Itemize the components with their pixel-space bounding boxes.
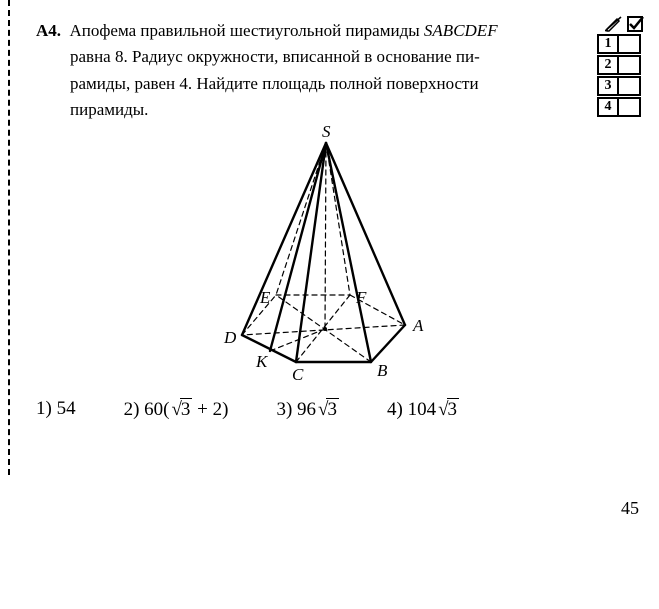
problem-text: A4. Апофема правильной шестиугольной пир… bbox=[36, 18, 596, 123]
answer-row: 3 bbox=[597, 76, 645, 96]
option-4: 4) 104√3 bbox=[387, 398, 459, 421]
svg-text:B: B bbox=[377, 361, 388, 380]
text-l3: рамиды, равен 4. Найдите площадь полной … bbox=[70, 74, 479, 93]
answer-row-number: 2 bbox=[597, 55, 619, 75]
figure-container: S A B C D E F K bbox=[36, 123, 596, 392]
answer-row: 2 bbox=[597, 55, 645, 75]
answer-card: 1234 bbox=[597, 16, 645, 118]
opt2-b: + 2) bbox=[192, 399, 228, 420]
opt3-a: 96 bbox=[297, 399, 316, 420]
problem-block: A4. Апофема правильной шестиугольной пир… bbox=[36, 18, 596, 421]
svg-text:S: S bbox=[322, 125, 331, 141]
answer-row-box[interactable] bbox=[619, 97, 641, 117]
answer-row-number: 1 bbox=[597, 34, 619, 54]
problem-label: A4. bbox=[36, 21, 61, 40]
option-3: 3) 96√3 bbox=[276, 398, 339, 421]
svg-text:C: C bbox=[292, 365, 304, 384]
opt2-prefix: 2) bbox=[124, 399, 145, 420]
answer-row-box[interactable] bbox=[619, 34, 641, 54]
answer-row-number: 4 bbox=[597, 97, 619, 117]
answer-row-box[interactable] bbox=[619, 76, 641, 96]
opt4-prefix: 4) bbox=[387, 399, 408, 420]
option-2: 2) 60(√3 + 2) bbox=[124, 398, 229, 421]
svg-text:D: D bbox=[223, 328, 237, 347]
opt3-sqrt: 3 bbox=[326, 398, 339, 421]
checkbox-icon bbox=[627, 16, 645, 32]
option-1: 1) 54 bbox=[36, 398, 76, 421]
answer-row-box[interactable] bbox=[619, 55, 641, 75]
opt1-val: 54 bbox=[57, 398, 76, 419]
opt2-a: 60( bbox=[144, 399, 169, 420]
answer-row: 1 bbox=[597, 34, 645, 54]
svg-text:A: A bbox=[412, 316, 424, 335]
opt4-sqrt: 3 bbox=[447, 398, 460, 421]
svg-text:E: E bbox=[259, 288, 271, 307]
opt2-sqrt: 3 bbox=[180, 398, 193, 421]
pyramid-name: SABCDEF bbox=[424, 21, 498, 40]
text-l2: равна 8. Радиус окружности, вписанной в … bbox=[70, 47, 480, 66]
text-l1: Апофема правильной шестиугольной пирамид… bbox=[70, 21, 424, 40]
svg-text:F: F bbox=[355, 288, 367, 307]
opt4-a: 104 bbox=[408, 399, 437, 420]
page-number: 45 bbox=[621, 498, 639, 519]
opt3-prefix: 3) bbox=[276, 399, 297, 420]
answer-row-number: 3 bbox=[597, 76, 619, 96]
answer-card-header bbox=[597, 16, 645, 32]
opt1-prefix: 1) bbox=[36, 398, 57, 419]
text-l4: пирамиды. bbox=[70, 100, 148, 119]
answer-row: 4 bbox=[597, 97, 645, 117]
pencil-strike-icon bbox=[605, 16, 623, 32]
pyramid-figure: S A B C D E F K bbox=[166, 125, 466, 390]
svg-text:K: K bbox=[255, 352, 269, 371]
answer-options: 1) 54 2) 60(√3 + 2) 3) 96√3 4) 104√3 bbox=[36, 392, 596, 421]
